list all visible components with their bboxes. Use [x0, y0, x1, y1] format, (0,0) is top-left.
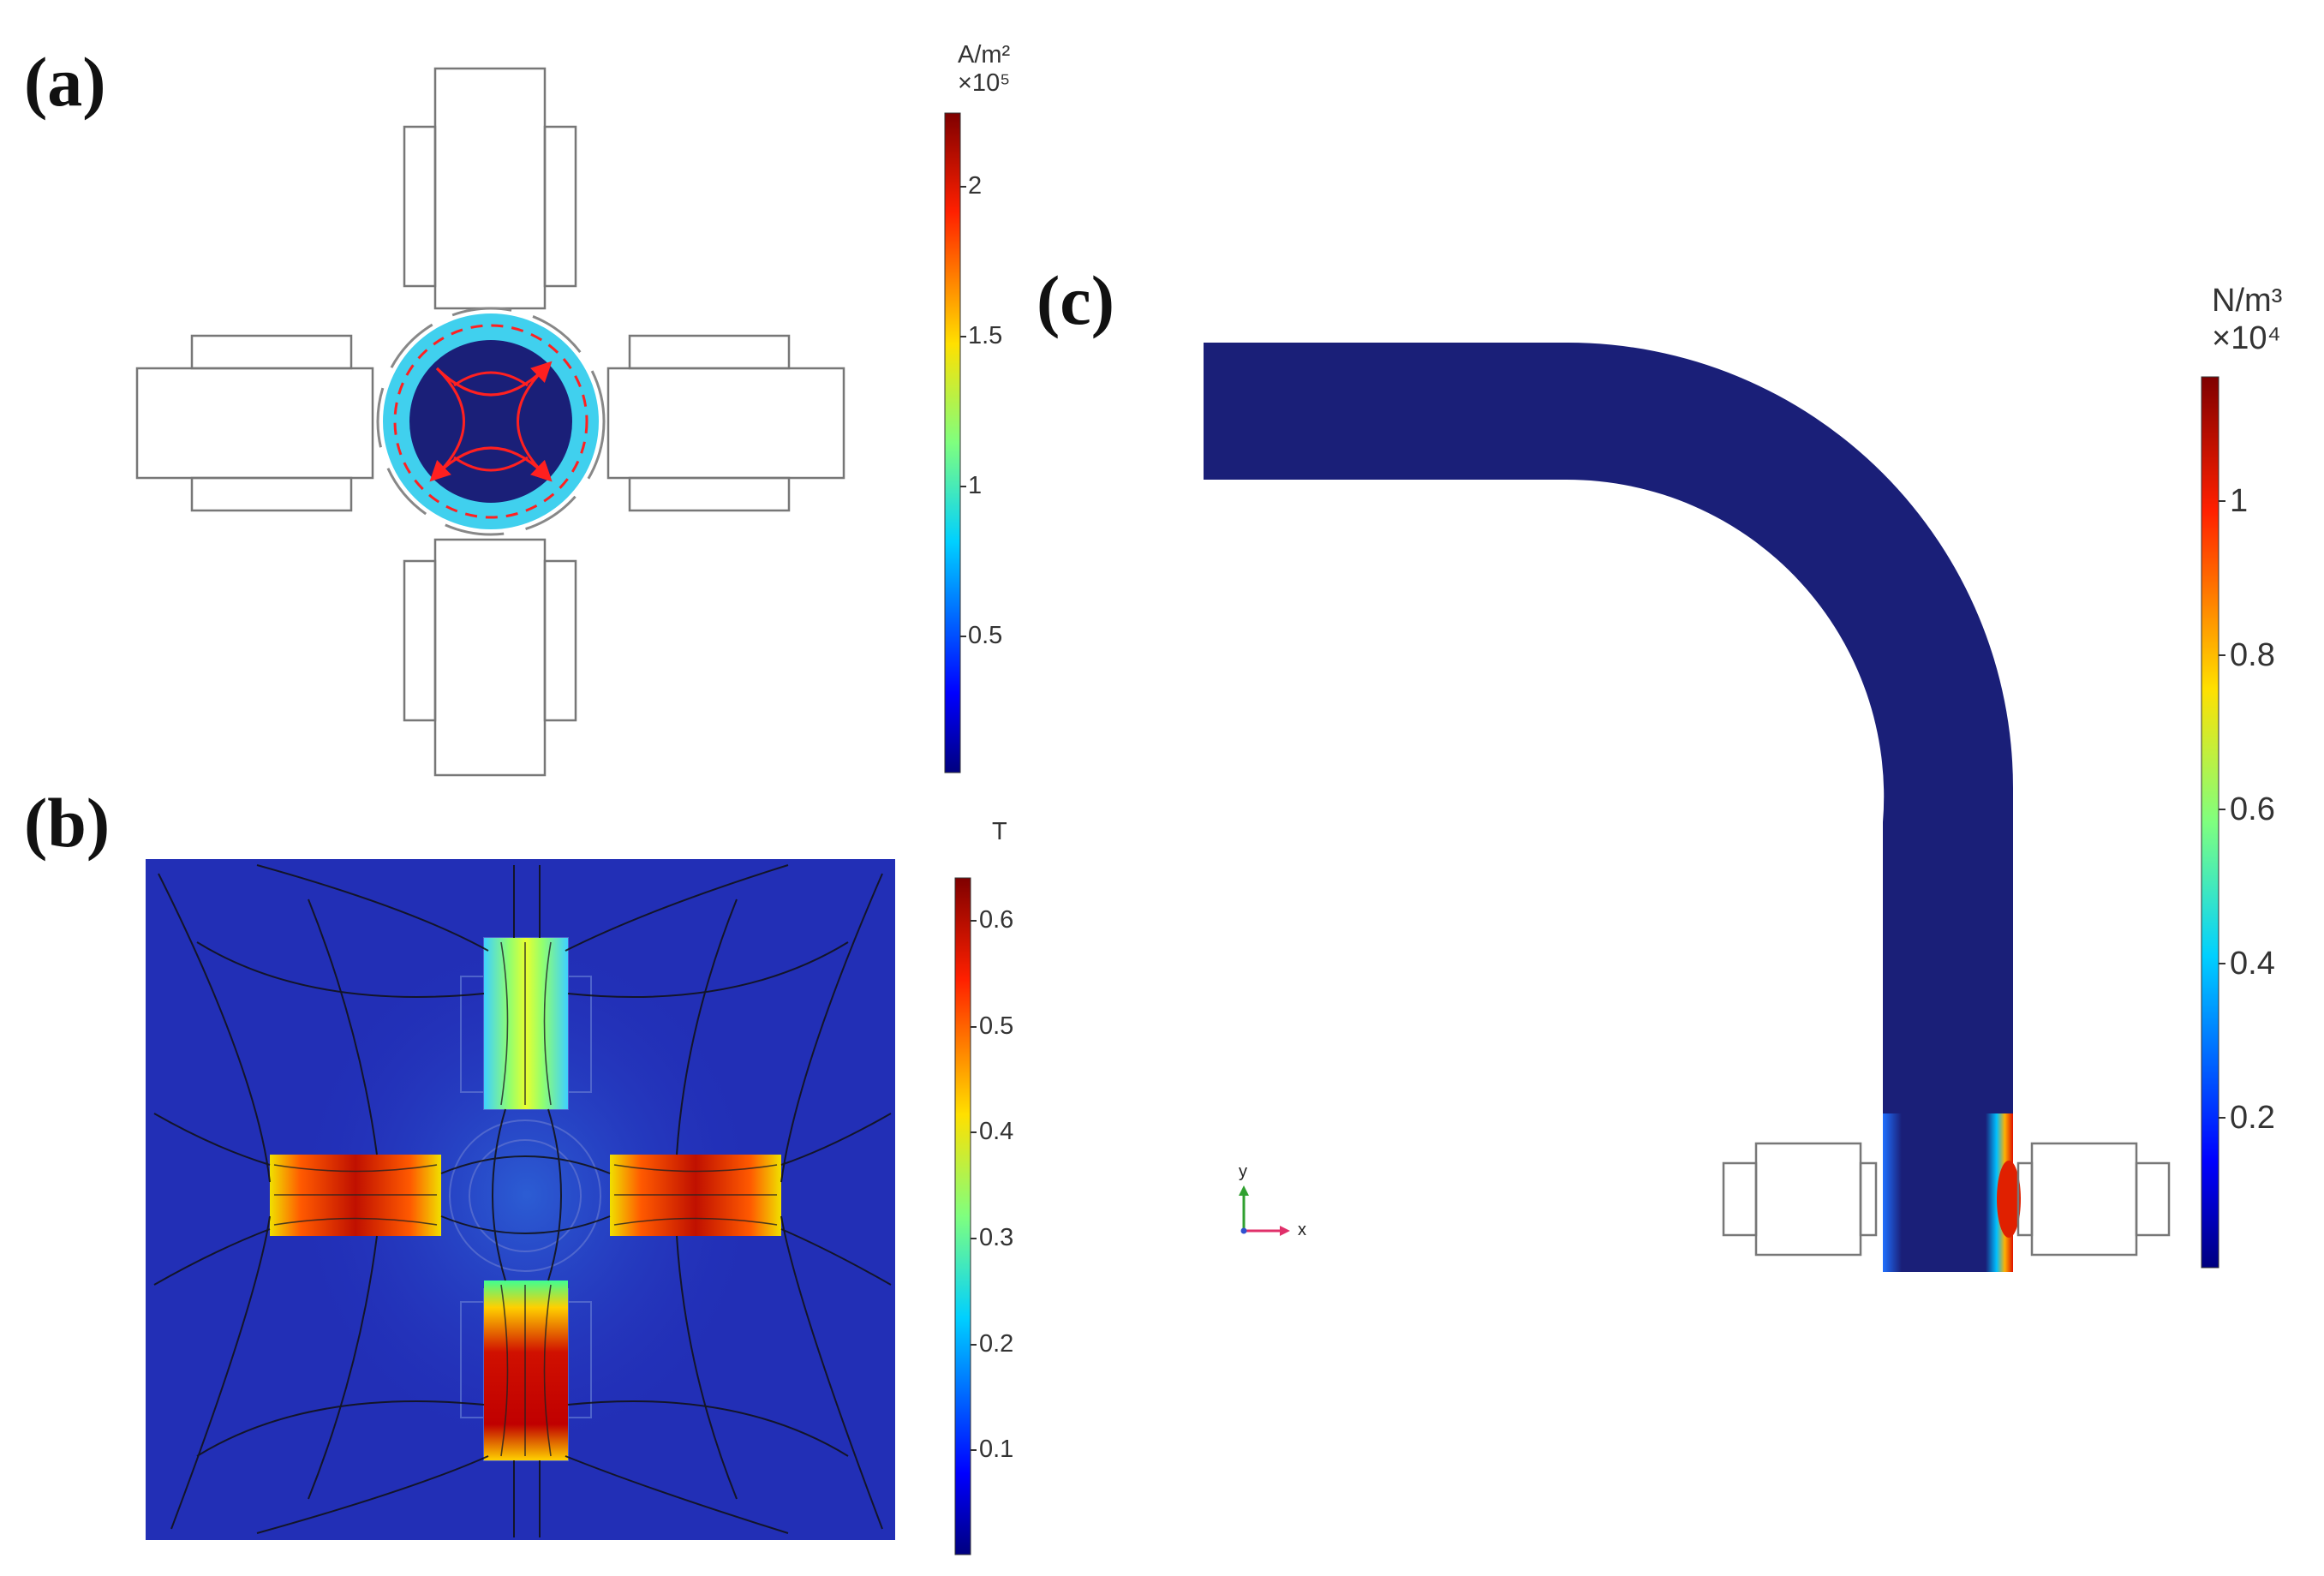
- colorbar-c-tick: 0.4: [2230, 946, 2275, 982]
- colorbar-a: [944, 112, 961, 773]
- colorbar-c-scale: ×10⁴: [2212, 319, 2281, 356]
- axis-y-label: y: [1239, 1162, 1247, 1181]
- panel-label-c: (c): [1037, 261, 1115, 339]
- colorbar-a-unit: A/m² ×10⁵: [958, 41, 1010, 98]
- panel-a-geometry: [135, 67, 845, 777]
- colorbar-b-tick: 0.1: [979, 1436, 1014, 1463]
- colorbar-c-tick: 0.2: [2230, 1100, 2275, 1136]
- panel-a-current-density: [376, 307, 606, 536]
- colorbar-b-unit: T: [992, 818, 1007, 845]
- panel-c-magnets: [1722, 1142, 2171, 1257]
- colorbar-b-tick: 0.4: [979, 1118, 1014, 1145]
- colorbar-b-tick: 0.3: [979, 1224, 1014, 1251]
- colorbar-a-tick: 0.5: [968, 622, 1003, 649]
- colorbar-b-tick: 0.6: [979, 906, 1014, 934]
- panel-b-magnetic-field: [146, 859, 895, 1540]
- panel-label-a: (a): [24, 43, 106, 121]
- colorbar-a-tick: 2: [968, 172, 983, 200]
- axes-triad: [1239, 1185, 1290, 1236]
- colorbar-c-tick: 0.6: [2230, 791, 2275, 827]
- colorbar-b-tick: 0.2: [979, 1330, 1014, 1358]
- colorbar-a-scale: ×10⁵: [958, 69, 1011, 98]
- panel-c-force-density: [1204, 343, 2021, 1272]
- colorbar-c: [2201, 376, 2219, 1269]
- axis-x-label: x: [1298, 1221, 1306, 1239]
- colorbar-c-unit: N/m³ ×10⁴: [2212, 283, 2282, 357]
- colorbar-b: [954, 877, 971, 1555]
- colorbar-b-tick: 0.5: [979, 1012, 1014, 1040]
- colorbar-ticks: [960, 186, 2225, 1451]
- colorbar-a-tick: 1.5: [968, 322, 1003, 349]
- colorbar-c-unit-text: N/m³: [2212, 283, 2283, 319]
- colorbar-c-tick: 0.8: [2230, 637, 2275, 673]
- colorbar-a-tick: 1: [968, 472, 983, 499]
- colorbar-a-unit-text: A/m²: [958, 41, 1011, 69]
- colorbar-c-tick: 1: [2230, 483, 2249, 519]
- panel-label-b: (b): [24, 784, 111, 862]
